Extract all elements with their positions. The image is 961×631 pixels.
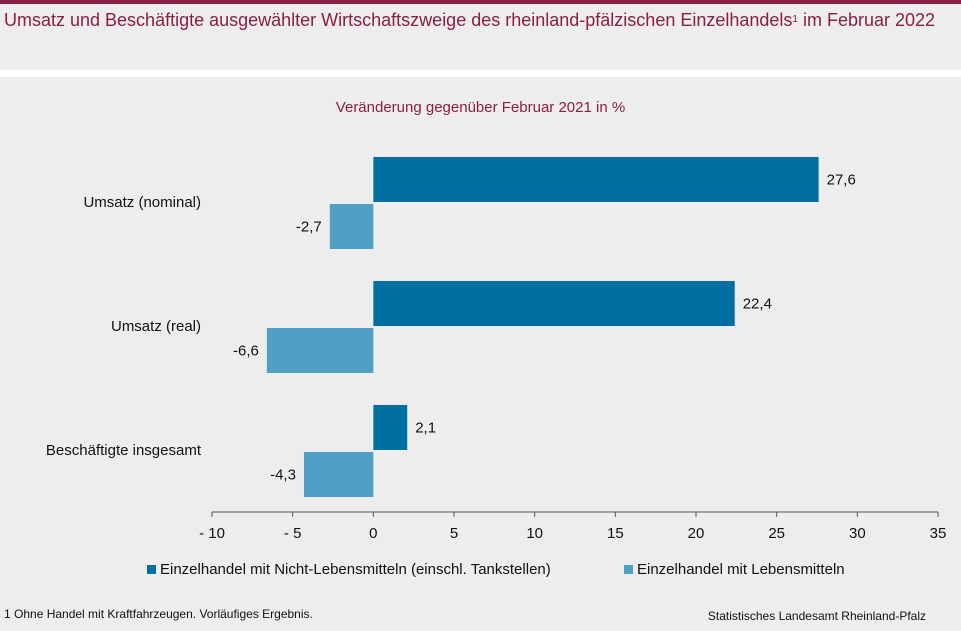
- x-tick-label: 20: [688, 525, 705, 542]
- data-label: 27,6: [827, 172, 856, 189]
- category-label: Umsatz (real): [111, 318, 201, 335]
- data-label: -4,3: [270, 467, 296, 484]
- title-tail: im Februar 2022: [797, 10, 936, 30]
- data-label: 2,1: [415, 420, 436, 437]
- x-tick-label: 10: [526, 525, 543, 542]
- source-note: Statistisches Landesamt Rheinland-Pfalz: [707, 609, 926, 623]
- x-tick-label: 35: [930, 525, 947, 542]
- x-tick-label: 15: [607, 525, 624, 542]
- x-tick-label: 0: [369, 525, 377, 542]
- x-tick-label: 25: [768, 525, 785, 542]
- bar-food-0: [329, 204, 374, 249]
- x-tick-label: 30: [849, 525, 866, 542]
- header-divider: [0, 70, 961, 77]
- bar-food-1: [266, 328, 374, 373]
- data-label: -6,6: [233, 343, 259, 360]
- legend-label-food: Einzelhandel mit Lebensmitteln: [637, 561, 845, 578]
- legend-swatch-food: [624, 565, 633, 574]
- x-tick-label: 5: [450, 525, 458, 542]
- legend-item-food: Einzelhandel mit Lebensmitteln: [624, 561, 845, 578]
- chart-subtitle: Veränderung gegenüber Februar 2021 in %: [335, 99, 626, 116]
- title-footnote-marker: 1: [792, 14, 798, 25]
- bar-non-food-0: [373, 157, 819, 202]
- top-accent-line: [0, 0, 961, 4]
- title-text: Umsatz und Beschäftigte ausgewählter Wir…: [4, 10, 793, 30]
- legend-label-non-food: Einzelhandel mit Nicht-Lebensmitteln (ei…: [160, 561, 551, 578]
- category-label: Beschäftigte insgesamt: [46, 442, 202, 459]
- bar-non-food-2: [373, 405, 408, 450]
- bar-non-food-1: [373, 281, 735, 326]
- data-label: 22,4: [743, 296, 772, 313]
- legend-swatch-non-food: [147, 565, 156, 574]
- data-label: -2,7: [296, 219, 322, 236]
- chart-title: Umsatz und Beschäftigte ausgewählter Wir…: [4, 10, 954, 31]
- footnote: 1 Ohne Handel mit Kraftfahrzeugen. Vorlä…: [4, 607, 313, 621]
- legend-item-non-food: Einzelhandel mit Nicht-Lebensmitteln (ei…: [147, 561, 551, 578]
- x-tick-label: - 5: [284, 525, 302, 542]
- bar-chart: 27,6 -2,7 Umsatz (nominal) 22,4 -6,6 Umsatz (…: [46, 157, 947, 542]
- category-label: Umsatz (nominal): [83, 194, 201, 211]
- bar-food-2: [303, 452, 374, 497]
- x-tick-label: - 10: [199, 525, 225, 542]
